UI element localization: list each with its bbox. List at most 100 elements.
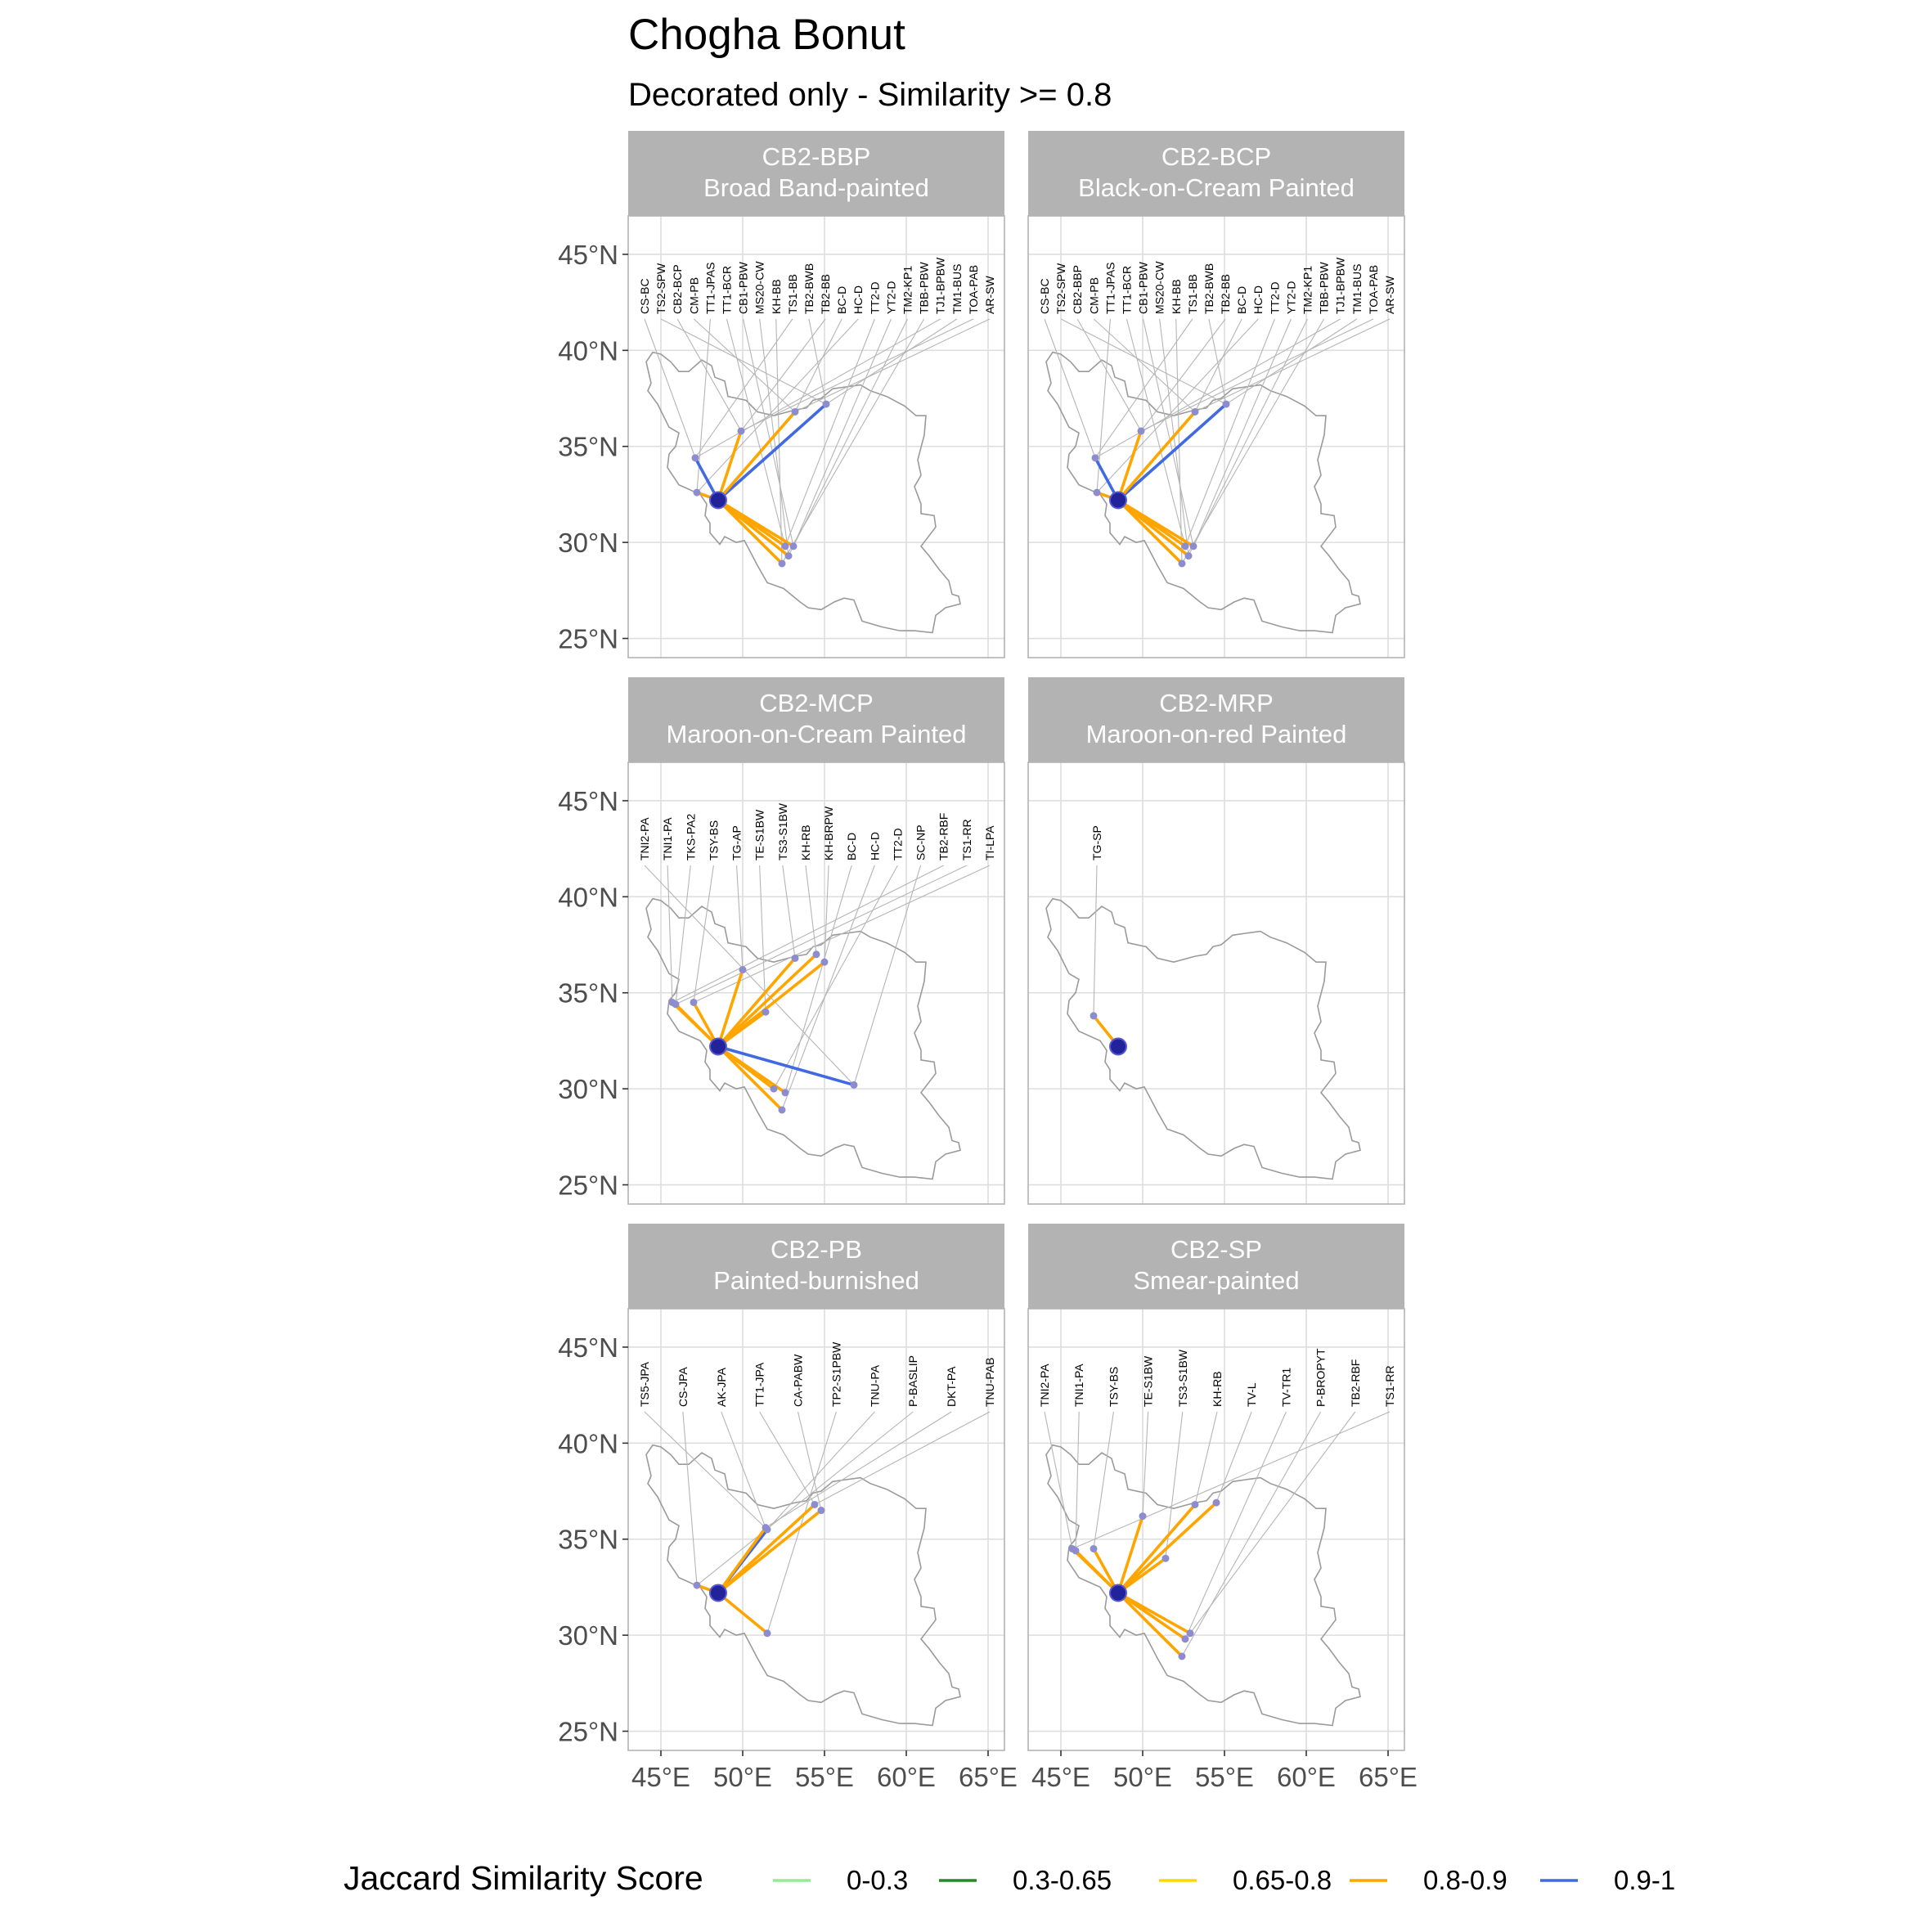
label-leader-line: [1193, 318, 1292, 547]
site-point: [672, 1000, 680, 1009]
label-leader-line: [814, 1411, 991, 1505]
origin-site-point: [709, 1584, 727, 1602]
label-leader-line: [693, 865, 714, 1003]
panel-border: [1027, 762, 1405, 1205]
label-leader-line: [1194, 318, 1242, 412]
label-leader-line: [676, 318, 742, 432]
y-tick-label: 45°N: [558, 240, 618, 270]
site-point: [778, 1106, 786, 1114]
similarity-link: [717, 402, 828, 502]
site-label: CM-PB: [1087, 277, 1100, 314]
label-leader-line: [1096, 318, 1259, 493]
label-leader-line: [1215, 1411, 1252, 1503]
site-point: [1181, 542, 1189, 550]
label-leader-line: [759, 865, 766, 1013]
similarity-link: [717, 968, 744, 1049]
site-label: BC-D: [845, 833, 858, 860]
x-tick-label: 60°E: [877, 1762, 936, 1792]
site-label: TS3-S1BW: [1176, 1349, 1189, 1407]
label-leader-line: [794, 318, 991, 412]
country-outline: [645, 897, 961, 1180]
facet-strip: [1028, 131, 1404, 216]
facet-strip: [628, 131, 1004, 216]
country-outline: [1045, 1444, 1361, 1727]
legend-label: 0.8-0.9: [1423, 1865, 1507, 1895]
label-leader-line: [1181, 1411, 1322, 1657]
site-label: TV-L: [1245, 1382, 1258, 1407]
site-label: TSY-BS: [1107, 1367, 1120, 1407]
label-leader-line: [766, 1411, 875, 1530]
y-tick-label: 25°N: [558, 1717, 618, 1747]
site-label: TM1-BUS: [1350, 264, 1364, 314]
label-leader-line: [660, 318, 827, 405]
site-label: CS-BC: [638, 278, 651, 314]
panel-border: [627, 762, 1005, 1205]
site-point: [784, 552, 793, 560]
facet-name: Black-on-Cream Painted: [1078, 173, 1355, 202]
similarity-link: [717, 498, 790, 558]
facet-name: Broad Band-painted: [703, 173, 929, 202]
site-label: TM2-KP1: [901, 266, 914, 314]
country-outline: [1045, 351, 1361, 634]
site-label: TM2-KP1: [1301, 266, 1314, 314]
site-point: [1191, 1500, 1199, 1508]
label-leader-line: [1044, 1411, 1073, 1549]
site-point: [817, 1507, 825, 1515]
label-leader-line: [775, 318, 783, 564]
site-label: HC-D: [868, 832, 881, 860]
x-tick-label: 50°E: [713, 1762, 772, 1792]
site-point: [1184, 552, 1193, 560]
label-leader-line: [693, 865, 991, 1003]
site-label: TB2-BWB: [802, 263, 815, 314]
site-label: TI-LPA: [983, 825, 996, 860]
label-leader-line: [1184, 318, 1275, 547]
site-point: [791, 407, 799, 416]
panel-background: [628, 762, 1004, 1204]
site-point: [739, 966, 747, 974]
label-leader-line: [824, 865, 829, 963]
site-point: [1161, 1554, 1170, 1562]
label-leader-line: [1140, 318, 1226, 432]
label-leader-line: [740, 318, 974, 432]
y-tick-label: 25°N: [558, 624, 618, 654]
chart-title: Chogha Bonut: [628, 11, 905, 59]
label-leader-line: [781, 318, 925, 564]
facet-strip: [1028, 1224, 1404, 1309]
site-label: TE-S1BW: [1142, 1355, 1155, 1407]
site-label: DKT-PA: [945, 1366, 958, 1407]
similarity-link: [674, 1003, 720, 1049]
x-tick-label: 45°E: [1031, 1762, 1090, 1792]
site-point: [822, 400, 830, 408]
site-point: [1191, 407, 1199, 416]
site-label: CB1-PBW: [1137, 261, 1150, 314]
site-label: TG-AP: [730, 825, 744, 860]
similarity-link: [1117, 410, 1197, 502]
origin-site-point: [1109, 1037, 1127, 1056]
site-label: TS3-S1BW: [776, 802, 789, 860]
similarity-link: [1117, 429, 1143, 502]
site-label: TT1-JPA: [753, 1362, 766, 1407]
label-leader-line: [1225, 318, 1358, 405]
label-leader-line: [805, 865, 817, 955]
site-point: [1186, 1629, 1194, 1638]
label-leader-line: [825, 318, 958, 405]
legend-item: 0.9-1: [1540, 1865, 1675, 1895]
site-label: BC-D: [835, 286, 848, 314]
site-label: TT1-BCR: [720, 266, 733, 314]
site-label: TB2-BWB: [1202, 263, 1215, 314]
label-leader-line: [740, 318, 826, 432]
site-label: KH-RB: [799, 824, 812, 860]
label-leader-line: [1140, 318, 1374, 432]
label-leader-line: [721, 1411, 766, 1528]
site-label: BC-D: [1235, 286, 1248, 314]
facet-code: CB2-MCP: [759, 689, 874, 717]
label-leader-line: [1189, 1411, 1356, 1634]
label-leader-line: [1094, 318, 1341, 459]
site-label: TS5-JPA: [638, 1361, 651, 1407]
label-leader-line: [773, 865, 898, 1090]
y-tick-label: 35°N: [558, 1525, 618, 1555]
x-tick-label: 60°E: [1277, 1762, 1336, 1792]
site-label: KH-BRPW: [822, 806, 835, 860]
